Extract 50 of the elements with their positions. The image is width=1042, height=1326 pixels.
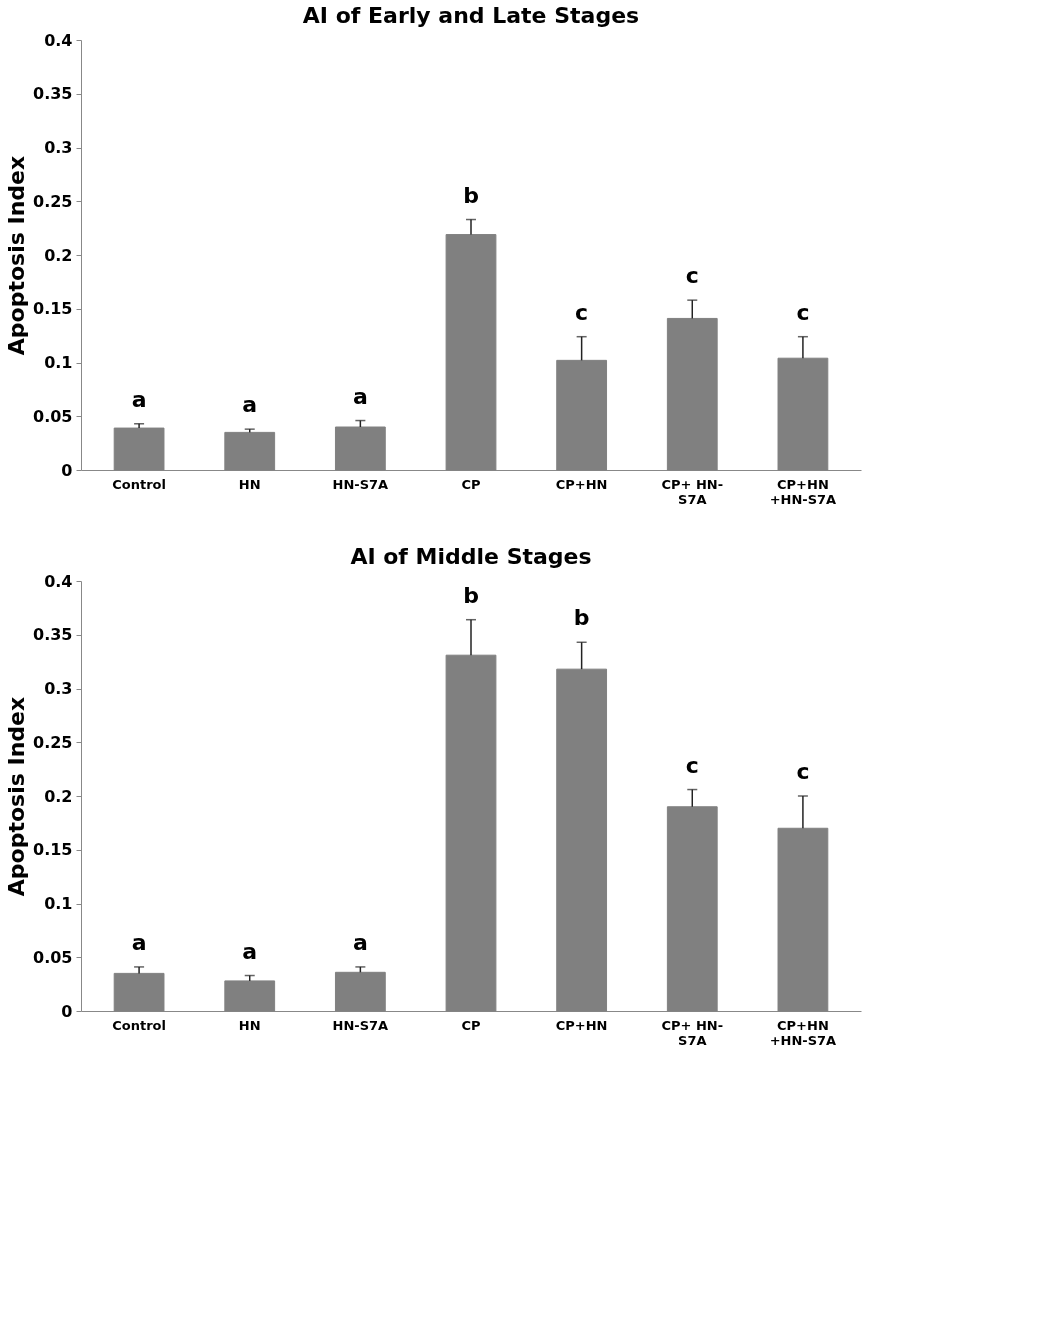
- x-tick-label: CP+HN: [555, 1017, 608, 1033]
- annotation: a: [131, 386, 147, 412]
- y-tick-label: 0.3: [44, 138, 73, 157]
- annotation: a: [352, 929, 368, 955]
- y-axis-title: Apoptosis Index: [4, 696, 30, 897]
- y-tick-label: 0.3: [44, 679, 73, 698]
- x-tick-label: CP+ HN- S7A: [661, 1017, 724, 1048]
- x-tick-label: HN-S7A: [332, 1017, 389, 1033]
- x-tick-label: CP+HN: [555, 476, 608, 492]
- annotation: c: [796, 299, 810, 325]
- y-tick-label: 0.35: [33, 625, 73, 645]
- y-tick-label: 0.2: [44, 786, 73, 806]
- x-tick-label: CP+HN +HN-S7A: [769, 1017, 837, 1048]
- x-tick-label: CP: [461, 1017, 481, 1033]
- y-tick-label: 0.15: [33, 840, 73, 860]
- annotation: b: [573, 605, 590, 631]
- x-tick-label: HN: [238, 1017, 261, 1033]
- annotation: a: [242, 938, 258, 964]
- annotation: c: [685, 752, 699, 778]
- chart-title: AI of Early and Late Stages: [302, 3, 640, 28]
- y-axis-title: Apoptosis Index: [4, 155, 30, 356]
- y-tick-label: 0.25: [33, 191, 73, 211]
- y-tick-label: 0.35: [33, 84, 73, 104]
- x-tick-label: HN: [238, 476, 261, 492]
- annotation: b: [463, 582, 479, 608]
- y-tick-label: 0.4: [44, 571, 73, 591]
- y-tick-label: 0.1: [44, 894, 73, 913]
- x-tick-label: HN-S7A: [332, 476, 389, 492]
- y-tick-label: 0.15: [33, 299, 73, 319]
- y-tick-label: 0.4: [44, 30, 73, 50]
- annotation: a: [352, 383, 368, 409]
- y-tick-label: 0.25: [33, 732, 73, 752]
- chart-title: AI of Middle Stages: [350, 544, 592, 569]
- y-tick-label: 0.05: [33, 406, 73, 426]
- x-tick-label: Control: [112, 476, 166, 492]
- y-tick-label: 0.2: [44, 245, 73, 265]
- y-tick-label: 0.1: [44, 353, 73, 372]
- annotation: b: [463, 182, 479, 208]
- annotation: a: [131, 929, 147, 955]
- x-tick-label: CP+ HN- S7A: [661, 476, 724, 507]
- annotation: c: [796, 759, 810, 784]
- annotation: c: [575, 299, 589, 325]
- x-tick-label: CP+HN +HN-S7A: [769, 476, 837, 507]
- y-tick-label: 0: [61, 460, 73, 480]
- x-tick-label: CP: [461, 476, 481, 492]
- x-tick-label: Control: [112, 1017, 166, 1033]
- y-tick-label: 0: [61, 1001, 73, 1021]
- y-tick-label: 0.05: [33, 947, 73, 967]
- annotation: a: [242, 392, 258, 418]
- annotation: c: [685, 263, 699, 289]
